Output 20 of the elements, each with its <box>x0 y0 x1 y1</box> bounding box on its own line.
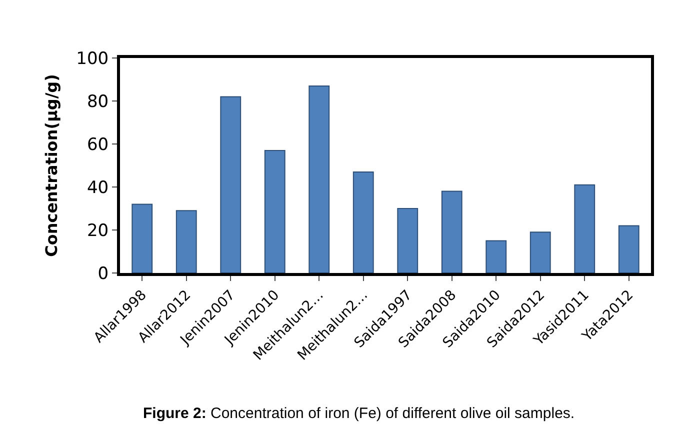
bar <box>132 204 153 273</box>
bar <box>308 85 330 273</box>
bar <box>574 184 596 273</box>
bar <box>397 208 418 273</box>
y-tick-label: 80 <box>86 92 109 112</box>
bar <box>441 190 462 273</box>
y-axis-title: Concentration(µg/g) <box>42 74 62 257</box>
bar <box>530 232 551 273</box>
bar <box>264 150 286 273</box>
bar <box>220 96 242 273</box>
bar <box>176 210 197 273</box>
y-tick-label: 20 <box>86 220 109 241</box>
y-tick-label: 0 <box>98 264 109 284</box>
y-tick-label: 60 <box>86 134 109 155</box>
bar <box>618 225 640 273</box>
y-tick-label: 40 <box>86 178 109 198</box>
bar <box>486 240 507 273</box>
caption: Figure 2: Concentration of iron (Fe) of different olive oil samples. <box>143 405 575 422</box>
y-tick-label: 100 <box>76 48 109 69</box>
bar <box>352 171 374 273</box>
